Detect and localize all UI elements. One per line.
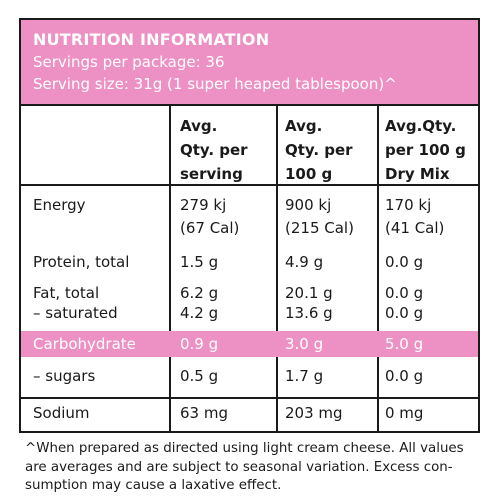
saturated-per-100g: 13.6 g <box>285 304 333 322</box>
carbohydrate-per-100g: 3.0 g <box>285 335 324 353</box>
row-label-protein: Protein, total <box>33 253 130 271</box>
column-divider <box>169 106 171 431</box>
sugars-per-100g: 1.7 g <box>285 367 324 385</box>
footnote: ^When prepared as directed using light c… <box>25 441 464 493</box>
column-header-dry-mix: Avg.Qty. per 100 g Dry Mix <box>385 117 466 183</box>
protein-dry-mix: 0.0 g <box>385 253 424 271</box>
row-label-sugars: – sugars <box>33 367 96 385</box>
serving-size: Serving size: 31g (1 super heaped tables… <box>33 75 397 93</box>
sodium-per-100g: 203 mg <box>285 404 343 422</box>
carbohydrate-dry-mix: 5.0 g <box>385 335 424 353</box>
sodium-per-serving: 63 mg <box>180 404 228 422</box>
sugars-per-serving: 0.5 g <box>180 367 219 385</box>
column-header-per-serving: Avg. Qty. per serving <box>180 117 248 183</box>
sodium-dry-mix: 0 mg <box>385 404 424 422</box>
nutrition-panel: NUTRITION INFORMATION Servings per packa… <box>19 18 480 433</box>
row-label-sodium: Sodium <box>33 404 90 422</box>
saturated-per-serving: 4.2 g <box>180 304 219 322</box>
carbohydrate-row-highlight: Carbohydrate 0.9 g 3.0 g 5.0 g <box>21 331 478 357</box>
header-row-divider <box>21 184 478 186</box>
sugars-dry-mix: 0.0 g <box>385 367 424 385</box>
servings-per-package: Servings per package: 36 <box>33 53 225 71</box>
row-label-saturated: – saturated <box>33 304 118 322</box>
row-label-fat: Fat, total <box>33 284 100 302</box>
fat-per-serving: 6.2 g <box>180 284 219 302</box>
saturated-dry-mix: 0.0 g <box>385 304 424 322</box>
energy-per-serving: 279 kj <box>180 196 227 214</box>
protein-per-100g: 4.9 g <box>285 253 324 271</box>
energy-per-100g-cal: (215 Cal) <box>285 219 354 237</box>
sodium-row-divider <box>21 397 478 399</box>
energy-per-100g: 900 kj <box>285 196 332 214</box>
nutrition-title: NUTRITION INFORMATION <box>33 30 270 49</box>
fat-dry-mix: 0.0 g <box>385 284 424 302</box>
column-divider <box>276 106 278 431</box>
protein-per-serving: 1.5 g <box>180 253 219 271</box>
energy-per-serving-cal: (67 Cal) <box>180 219 240 237</box>
energy-dry-mix: 170 kj <box>385 196 432 214</box>
energy-dry-mix-cal: (41 Cal) <box>385 219 445 237</box>
row-label-energy: Energy <box>33 196 86 214</box>
column-header-per-100g: Avg. Qty. per 100 g <box>285 117 353 183</box>
fat-per-100g: 20.1 g <box>285 284 333 302</box>
carbohydrate-per-serving: 0.9 g <box>180 335 219 353</box>
row-label-carbohydrate: Carbohydrate <box>33 335 136 353</box>
nutrition-header: NUTRITION INFORMATION Servings per packa… <box>21 20 478 106</box>
column-divider <box>377 106 379 431</box>
